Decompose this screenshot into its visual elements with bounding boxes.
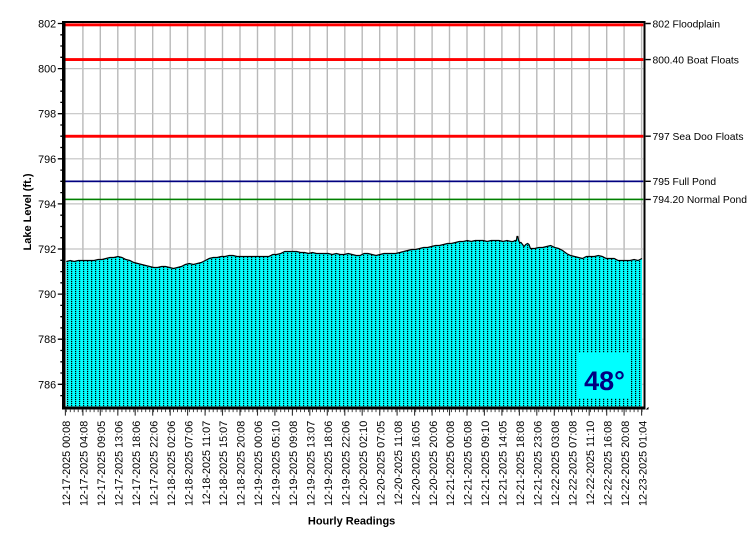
svg-text:12-23-2025 01:04: 12-23-2025 01:04 (637, 421, 649, 506)
svg-text:12-19-2025 22:06: 12-19-2025 22:06 (341, 421, 353, 506)
svg-text:792: 792 (38, 244, 56, 256)
svg-text:Hourly Readings: Hourly Readings (308, 516, 395, 528)
svg-text:12-19-2025 09:08: 12-19-2025 09:08 (288, 421, 300, 506)
svg-text:798: 798 (38, 109, 56, 121)
svg-text:Lake Level (ft.): Lake Level (ft.) (22, 173, 34, 250)
svg-text:12-18-2025 11:07: 12-18-2025 11:07 (201, 421, 213, 505)
svg-text:12-20-2025 02:10: 12-20-2025 02:10 (358, 421, 370, 506)
svg-text:12-21-2025 09:10: 12-21-2025 09:10 (480, 421, 492, 506)
svg-text:12-22-2025 16:08: 12-22-2025 16:08 (602, 421, 614, 506)
svg-text:12-19-2025 18:06: 12-19-2025 18:06 (323, 421, 335, 506)
svg-text:12-22-2025 11:10: 12-22-2025 11:10 (585, 421, 597, 505)
svg-text:12-21-2025 14:05: 12-21-2025 14:05 (498, 421, 510, 506)
svg-text:12-17-2025 04:08: 12-17-2025 04:08 (79, 421, 91, 506)
svg-text:12-18-2025 15:07: 12-18-2025 15:07 (218, 421, 230, 506)
svg-text:794.20 Normal Pond: 794.20 Normal Pond (653, 195, 748, 206)
svg-text:794: 794 (38, 199, 56, 211)
svg-text:12-18-2025 07:06: 12-18-2025 07:06 (183, 421, 195, 506)
svg-text:12-18-2025 02:06: 12-18-2025 02:06 (166, 421, 178, 506)
svg-text:12-20-2025 16:05: 12-20-2025 16:05 (410, 421, 422, 506)
svg-text:795 Full Pond: 795 Full Pond (653, 177, 717, 188)
svg-text:788: 788 (38, 334, 56, 346)
svg-text:796: 796 (38, 154, 56, 166)
svg-text:800: 800 (38, 64, 56, 76)
svg-text:48°: 48° (584, 366, 625, 396)
svg-text:12-20-2025 20:06: 12-20-2025 20:06 (428, 421, 440, 506)
svg-text:790: 790 (38, 289, 56, 301)
svg-text:12-17-2025 22:06: 12-17-2025 22:06 (148, 421, 160, 506)
svg-text:12-17-2025 00:08: 12-17-2025 00:08 (61, 421, 73, 506)
svg-text:802: 802 (38, 19, 56, 31)
svg-text:12-19-2025 13:07: 12-19-2025 13:07 (306, 421, 318, 506)
svg-text:12-18-2025 20:08: 12-18-2025 20:08 (236, 421, 248, 506)
svg-text:12-17-2025 09:05: 12-17-2025 09:05 (96, 421, 108, 506)
svg-text:12-21-2025 18:08: 12-21-2025 18:08 (515, 421, 527, 506)
svg-text:12-22-2025 20:08: 12-22-2025 20:08 (620, 421, 632, 506)
svg-text:12-21-2025 00:08: 12-21-2025 00:08 (445, 421, 457, 506)
svg-text:12-21-2025 05:08: 12-21-2025 05:08 (463, 421, 475, 506)
svg-text:12-22-2025 03:08: 12-22-2025 03:08 (550, 421, 562, 506)
svg-text:12-17-2025 18:06: 12-17-2025 18:06 (131, 421, 143, 506)
svg-text:797 Sea Doo Floats: 797 Sea Doo Floats (653, 132, 744, 143)
svg-text:800.40 Boat Floats: 800.40 Boat Floats (653, 55, 739, 66)
svg-text:12-21-2025 23:06: 12-21-2025 23:06 (533, 421, 545, 506)
svg-text:12-20-2025 07:05: 12-20-2025 07:05 (375, 421, 387, 506)
svg-text:12-20-2025 11:08: 12-20-2025 11:08 (393, 421, 405, 505)
svg-text:786: 786 (38, 379, 56, 391)
svg-text:12-19-2025 05:10: 12-19-2025 05:10 (271, 421, 283, 506)
svg-text:12-19-2025 00:06: 12-19-2025 00:06 (253, 421, 265, 506)
svg-text:802 Floodplain: 802 Floodplain (653, 19, 721, 30)
svg-text:12-17-2025 13:06: 12-17-2025 13:06 (114, 421, 126, 506)
svg-text:12-22-2025 07:08: 12-22-2025 07:08 (567, 421, 579, 506)
